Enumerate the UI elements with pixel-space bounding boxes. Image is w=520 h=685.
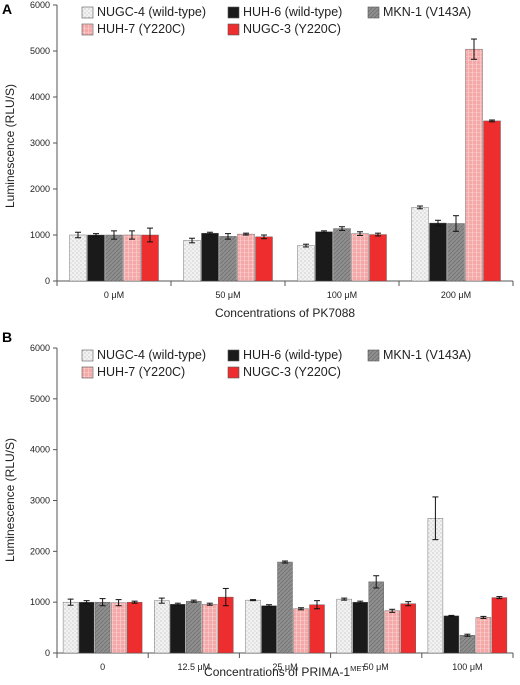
- bar: [447, 223, 465, 282]
- bar: [237, 233, 255, 282]
- legend-label: HUH-6 (wild-type): [243, 348, 342, 362]
- legend-label: MKN-1 (V143A): [383, 348, 471, 362]
- bar: [443, 615, 460, 654]
- chart-panel-a: A Luminescence (RLU/S) Concentrations of…: [2, 0, 514, 320]
- x-tick-label: 0: [100, 662, 105, 672]
- bar: [186, 600, 202, 654]
- y-tick-label: 3000: [30, 496, 50, 506]
- y-tick-label: 1000: [30, 597, 50, 607]
- legend-swatch: [227, 366, 240, 379]
- bar: [368, 581, 384, 654]
- y-tick-label: 6000: [30, 343, 50, 353]
- legend-label: HUH-6 (wild-type): [243, 5, 342, 19]
- bar: [154, 600, 170, 654]
- plot-area: 0 1000 2000 3000 4000 5000 6000 0 12.5 μM 25 μM 50…: [30, 343, 514, 672]
- y-tick-label: 6000: [30, 0, 50, 10]
- bar: [94, 601, 111, 654]
- bar: [491, 597, 508, 654]
- panel-label: A: [2, 1, 12, 17]
- x-tick-label: 100 μM: [452, 662, 482, 672]
- bar: [384, 610, 400, 654]
- bar: [126, 601, 143, 654]
- legend-label: NUGC-4 (wild-type): [97, 5, 206, 19]
- plot-area: 0 1000 2000 3000 4000 5000 6000 0 μM 50 μM 100 μM…: [30, 0, 514, 300]
- y-tick-label: 1000: [30, 230, 50, 240]
- legend-swatch: [227, 349, 240, 362]
- bar: [62, 601, 79, 654]
- x-tick-label: 50 μM: [215, 290, 240, 300]
- bar: [78, 601, 95, 654]
- legend-label: NUGC-4 (wild-type): [97, 348, 206, 362]
- x-tick-label: 200 μM: [441, 290, 471, 300]
- y-axis-label: Luminescence (RLU/S): [3, 438, 17, 562]
- y-tick-label: 0: [45, 648, 50, 658]
- bar: [123, 234, 141, 282]
- legend-swatch: [367, 349, 380, 362]
- bar: [201, 232, 219, 282]
- bar: [465, 48, 483, 282]
- legend-swatch: [81, 366, 94, 379]
- x-axis-label-main: Concentrations of PRIMA-1: [204, 665, 350, 679]
- bar: [333, 228, 351, 282]
- legend-label: HUH-7 (Y220C): [97, 365, 185, 379]
- x-tick-label: 0 μM: [104, 290, 124, 300]
- legend-swatch: [227, 6, 240, 19]
- legend-label: MKN-1 (V143A): [383, 5, 471, 19]
- bar: [293, 608, 309, 654]
- y-tick-label: 5000: [30, 394, 50, 404]
- bar: [351, 233, 369, 282]
- bar: [219, 236, 237, 282]
- legend-swatch: [81, 23, 94, 36]
- bar: [297, 245, 315, 282]
- y-tick-label: 4000: [30, 445, 50, 455]
- panel-label: B: [2, 329, 12, 345]
- y-axis-label: Luminescence (RLU/S): [3, 84, 17, 208]
- bar: [336, 598, 352, 654]
- y-tick-label: 0: [45, 276, 50, 286]
- chart-panel-b: B Luminescence (RLU/S) Concentrations of…: [2, 329, 514, 679]
- x-tick-label: 25 μM: [272, 662, 297, 672]
- bar: [261, 605, 277, 654]
- legend-swatch: [81, 349, 94, 362]
- bar: [245, 599, 261, 654]
- bar: [483, 120, 501, 282]
- y-tick-label: 5000: [30, 46, 50, 56]
- x-tick-label: 100 μM: [327, 290, 357, 300]
- x-axis-label-sup: MET: [350, 664, 366, 673]
- bar: [255, 236, 273, 282]
- bar: [105, 234, 123, 282]
- bar: [69, 234, 87, 282]
- legend-label: NUGC-3 (Y220C): [243, 22, 341, 36]
- bar: [309, 604, 325, 654]
- bar: [202, 604, 218, 654]
- bar: [475, 617, 492, 654]
- x-tick-label: 50 μM: [364, 662, 389, 672]
- bar: [459, 635, 476, 654]
- legend-swatch: [227, 23, 240, 36]
- y-tick-label: 2000: [30, 184, 50, 194]
- x-axis-label: Concentrations of PRIMA-1MET: [204, 664, 366, 679]
- bar: [277, 561, 293, 654]
- bar: [429, 222, 447, 282]
- x-tick-label: 12.5 μM: [177, 662, 210, 672]
- bar: [352, 601, 368, 654]
- bar: [411, 207, 429, 282]
- bar: [315, 231, 333, 282]
- y-tick-label: 3000: [30, 138, 50, 148]
- bar: [87, 234, 105, 282]
- bar: [170, 604, 186, 654]
- y-tick-label: 4000: [30, 92, 50, 102]
- legend-label: NUGC-3 (Y220C): [243, 365, 341, 379]
- legend-swatch: [81, 6, 94, 19]
- bar: [400, 603, 416, 654]
- legend-swatch: [367, 6, 380, 19]
- y-tick-label: 2000: [30, 546, 50, 556]
- legend-label: HUH-7 (Y220C): [97, 22, 185, 36]
- x-axis-label: Concentrations of PK7088: [215, 306, 355, 320]
- bar: [183, 240, 201, 282]
- bar: [110, 602, 127, 654]
- bar: [369, 234, 387, 282]
